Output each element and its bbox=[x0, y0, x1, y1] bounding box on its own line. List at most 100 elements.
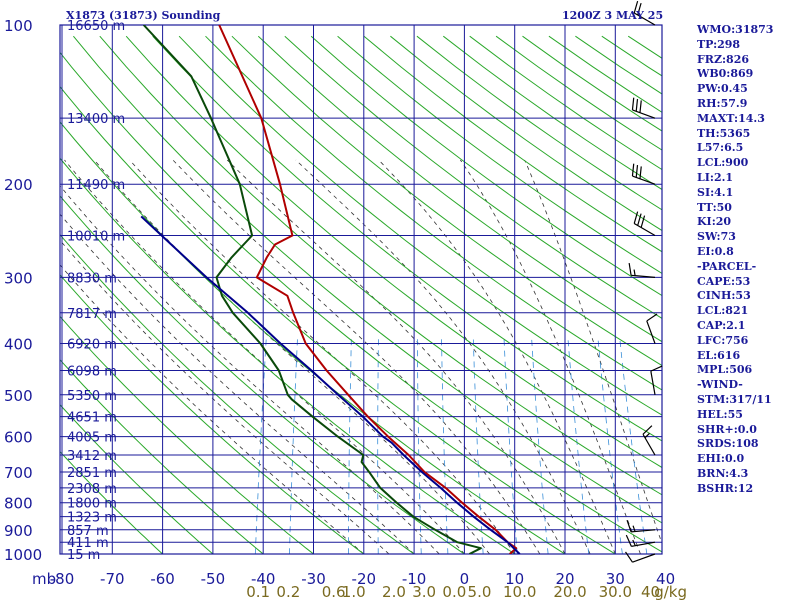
mixing-ratio-line bbox=[597, 337, 623, 554]
dry-adiabat bbox=[60, 359, 265, 554]
pressure-tick-label: 400 bbox=[4, 335, 33, 353]
temperature-tick-label: 30 bbox=[606, 570, 625, 588]
index-row: TH:5365 bbox=[697, 126, 751, 140]
index-row: SRDS:108 bbox=[697, 437, 759, 451]
index-row: EL:616 bbox=[697, 348, 741, 362]
pressure-tick-label: 200 bbox=[4, 176, 33, 194]
height-label: 7817 m bbox=[67, 307, 117, 322]
mixing-ratio-line bbox=[441, 337, 449, 554]
dry-adiabat bbox=[284, 35, 662, 319]
pressure-tick-label: 1000 bbox=[4, 546, 42, 564]
dry-adiabat bbox=[337, 35, 662, 275]
wind-barb bbox=[625, 551, 656, 563]
index-row: EHI:0.0 bbox=[697, 452, 745, 466]
index-row: BSHR:12 bbox=[697, 481, 754, 495]
wind-barb bbox=[631, 163, 656, 185]
mixing-ratio-line bbox=[619, 337, 648, 554]
index-row: STM:317/11 bbox=[697, 392, 772, 406]
wind-barb bbox=[633, 211, 656, 237]
dry-adiabat bbox=[152, 35, 662, 442]
height-label: 6920 m bbox=[67, 337, 117, 352]
index-row: HEL:55 bbox=[697, 407, 743, 421]
barb-flag bbox=[646, 313, 658, 322]
barb-flag bbox=[631, 97, 635, 111]
barb-flag bbox=[626, 519, 632, 533]
mixing-ratio-label: 3.0 bbox=[412, 583, 436, 600]
moist-adiabat bbox=[129, 159, 516, 554]
height-label: 2308 m bbox=[67, 482, 117, 497]
barb-flag bbox=[637, 2, 642, 16]
dry-adiabat bbox=[60, 274, 365, 554]
moist-adiabat bbox=[295, 159, 591, 554]
index-row: SI:4.1 bbox=[697, 185, 734, 199]
wind-barb bbox=[646, 313, 658, 344]
sounding-datetime: 1200Z 3 MAY 25 bbox=[562, 9, 664, 22]
dry-adiabat bbox=[60, 233, 416, 554]
dry-adiabat bbox=[60, 315, 315, 554]
temperature-tick-label: -50 bbox=[201, 570, 226, 588]
height-label: 411 m bbox=[67, 536, 109, 551]
height-label: 8830 m bbox=[67, 271, 117, 286]
mixing-ratio-line bbox=[531, 337, 549, 554]
mixing-ratio-line bbox=[567, 337, 590, 554]
index-row: TP:298 bbox=[697, 37, 741, 51]
temperature-tick-label: 20 bbox=[555, 570, 574, 588]
index-row: WMO:31873 bbox=[697, 23, 774, 36]
barb-flag bbox=[642, 425, 653, 435]
chart-title: X1873 (31873) Sounding bbox=[66, 9, 221, 22]
wind-barbs bbox=[625, 0, 663, 563]
wind-barb bbox=[628, 262, 656, 278]
barb-flag bbox=[650, 365, 663, 372]
indices-panel: WMO:31873 TP:298 FRZ:826 WB0:869 PW:0.45 RH:5… bbox=[697, 23, 797, 497]
index-row: WB0:869 bbox=[697, 67, 754, 81]
sounding-profiles bbox=[140, 25, 521, 554]
mixing-ratio-line bbox=[503, 337, 518, 554]
dry-adiabat bbox=[257, 35, 662, 343]
index-row: PW:0.45 bbox=[697, 82, 748, 96]
height-label: 16650 m bbox=[67, 19, 125, 34]
dry-adiabat bbox=[60, 195, 466, 554]
index-row: CINH:53 bbox=[697, 289, 751, 303]
index-row: BRN:4.3 bbox=[697, 466, 749, 480]
mixing-ratio-label: 0.0 bbox=[442, 583, 466, 600]
mixing-ratio-line bbox=[254, 337, 267, 554]
dry-adiabat bbox=[205, 35, 662, 391]
barb-flag bbox=[625, 534, 632, 547]
dry-adiabat-lines bbox=[60, 35, 662, 554]
dry-adiabat bbox=[60, 450, 164, 554]
index-row: -WIND- bbox=[697, 378, 743, 392]
index-row: SHR+:0.0 bbox=[697, 422, 757, 436]
barb-staff bbox=[650, 371, 656, 395]
height-label: 13400 m bbox=[67, 112, 125, 127]
barb-half-flag bbox=[632, 539, 636, 546]
dry-adiabat bbox=[60, 157, 516, 554]
dry-adiabat bbox=[60, 404, 214, 554]
wind-barb bbox=[633, 0, 656, 26]
wind-barb bbox=[625, 534, 656, 547]
mixing-ratio-label: 2.0 bbox=[382, 583, 406, 600]
pressure-tick-label: 800 bbox=[4, 495, 33, 513]
height-label: 2851 m bbox=[67, 466, 117, 481]
barb-flag bbox=[631, 163, 635, 177]
temperature-tick-label: -40 bbox=[251, 570, 276, 588]
barb-flag bbox=[639, 166, 642, 179]
wind-barb bbox=[650, 365, 663, 395]
mixing-ratio-label: 0.6 bbox=[322, 583, 346, 600]
index-row: MPL:506 bbox=[697, 363, 753, 377]
dry-adiabat bbox=[99, 35, 662, 496]
mixing-ratio-label: 1.0 bbox=[342, 583, 366, 600]
height-label: 1800 m bbox=[67, 497, 117, 512]
index-row: LCL:900 bbox=[697, 156, 749, 170]
index-row: KI:20 bbox=[697, 215, 732, 229]
index-row: TT:50 bbox=[697, 200, 732, 214]
index-row: -PARCEL- bbox=[697, 259, 757, 273]
moist-adiabat bbox=[172, 159, 541, 554]
isotherm-isobar-grid bbox=[59, 24, 663, 555]
barb-flag bbox=[635, 98, 639, 112]
index-row: RH:57.9 bbox=[697, 96, 748, 110]
height-label: 11490 m bbox=[67, 178, 125, 193]
wind-barb bbox=[642, 425, 656, 456]
pressure-tick-label: 300 bbox=[4, 269, 33, 287]
mixing-ratio-label: 5.0 bbox=[468, 583, 492, 600]
